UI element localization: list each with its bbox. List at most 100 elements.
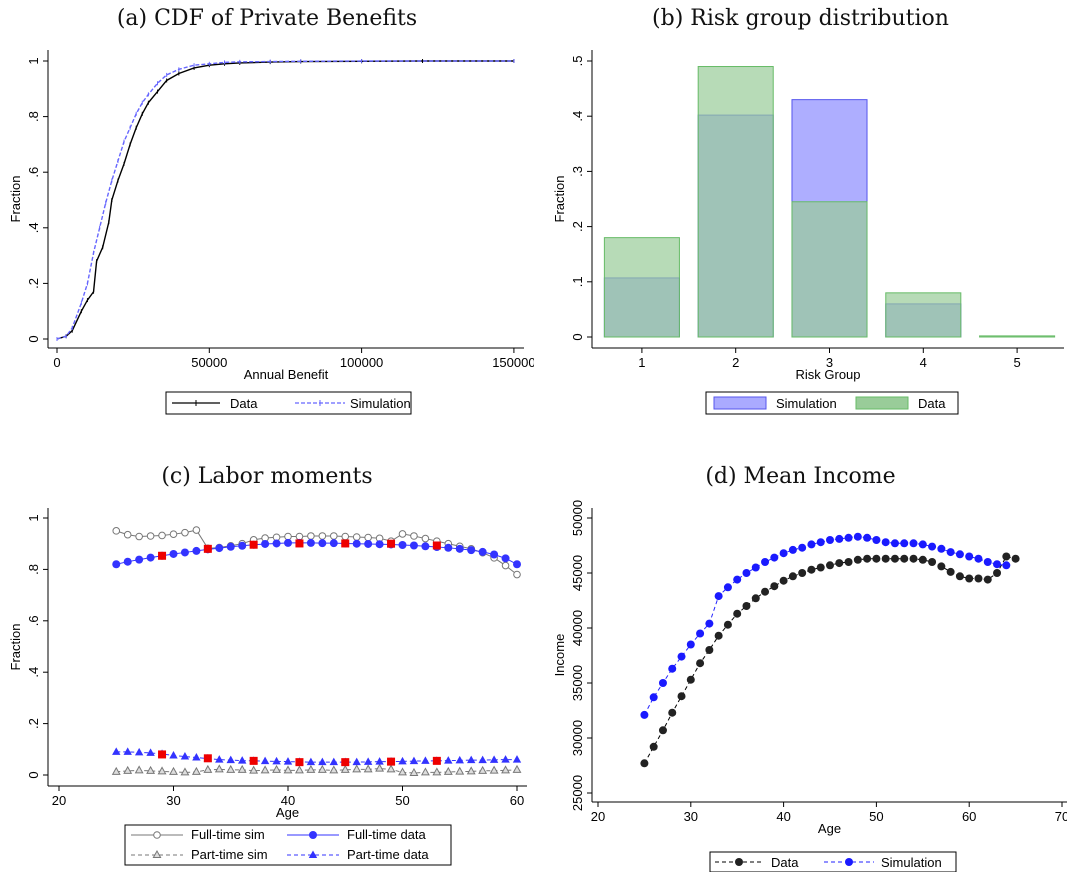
data-point (742, 602, 751, 610)
legend-label: Data (230, 396, 258, 411)
x-tick-label: 70 (1055, 809, 1067, 824)
data-point (111, 766, 121, 775)
data-point (478, 765, 488, 774)
data-point (340, 764, 350, 773)
data-point (714, 631, 723, 640)
data-point (158, 531, 166, 540)
legend-box (124, 824, 452, 866)
data-point (467, 546, 476, 555)
data-point (455, 755, 464, 764)
highlight-marker (203, 544, 212, 553)
data-point (169, 530, 178, 538)
x-tick-label: 30 (684, 809, 698, 824)
x-tick-label: 40 (281, 793, 295, 808)
data-point (409, 541, 418, 550)
data-point (723, 583, 732, 592)
data-point (226, 755, 235, 764)
data-point (192, 753, 201, 761)
data-point (443, 766, 453, 775)
data-point (1011, 554, 1020, 563)
x-tick-label: 0 (53, 355, 60, 370)
data-point (751, 594, 760, 603)
mean-income-chart: 25000 30000 35000 40000 45000 50000 20 30 40 50 60… (552, 500, 1067, 872)
data-point (640, 759, 649, 768)
data-point (513, 570, 521, 579)
data-point (409, 767, 419, 776)
data-point (770, 553, 779, 562)
data-point (307, 532, 315, 540)
data-point (489, 755, 499, 763)
legend-marker (309, 831, 317, 839)
data-point (677, 652, 686, 661)
data-point (180, 548, 189, 557)
y-tick-label: .4 (26, 222, 41, 233)
data-point (835, 534, 844, 543)
data-point (272, 539, 281, 548)
x-tick-label: 1 (638, 355, 645, 370)
axes: 0 .2 .4 .6 .8 1 0 50000 100000 150000 Annual Benef… (8, 50, 534, 382)
series-data (640, 552, 1020, 768)
data-point (123, 557, 132, 566)
data-point (649, 742, 658, 751)
data-point (157, 766, 167, 775)
legend-label: Simulation (350, 396, 411, 411)
data-point (260, 765, 270, 774)
data-point (640, 710, 649, 719)
legend-label: Part-time sim (191, 847, 268, 862)
legend-swatch (713, 396, 767, 410)
data-point (398, 530, 407, 538)
data-point (329, 765, 339, 774)
data-point (283, 757, 293, 765)
data-point (421, 756, 430, 764)
data-point (863, 554, 872, 563)
x-axis-label: Annual Benefit (244, 367, 329, 382)
data-point (686, 675, 695, 684)
data-point (352, 533, 361, 541)
data-point (341, 532, 350, 541)
highlight-marker (387, 539, 396, 548)
data-point (214, 764, 224, 773)
data-point (974, 574, 983, 583)
y-tick-label: 1 (26, 514, 41, 521)
data-point (955, 572, 964, 581)
data-point (191, 766, 201, 775)
data-point (788, 545, 797, 554)
chart-title: (b) Risk group distribution (652, 6, 949, 31)
highlight-marker (249, 756, 258, 765)
y-tick-label: 0 (26, 771, 41, 778)
data-point (705, 619, 714, 628)
data-point (135, 555, 144, 564)
data-point (226, 764, 236, 773)
x-tick-label: 3 (826, 355, 833, 370)
data-point (283, 765, 293, 774)
highlight-marker (432, 541, 441, 550)
data-point (993, 569, 1002, 577)
data-point (714, 592, 723, 601)
data-point (306, 757, 316, 766)
data-point (123, 765, 133, 774)
data-point (226, 542, 235, 551)
legend-label: Part-time data (347, 847, 429, 862)
data-point (668, 708, 677, 717)
y-axis-label: Fraction (552, 176, 567, 223)
data-point (386, 764, 396, 773)
data-point (918, 540, 927, 549)
series-line (643, 536, 1007, 716)
series-part-time-sim (111, 763, 522, 776)
y-tick-label: 35000 (570, 665, 585, 701)
y-tick-label: 25000 (570, 775, 585, 811)
data-bar (885, 292, 962, 338)
data-point (352, 757, 361, 766)
data-point (169, 750, 178, 759)
data-point (272, 764, 281, 773)
panel-a: (a) CDF of Private Benefits 0 .2 .4 .6 .8 1 0 5… (0, 0, 534, 436)
data-point (501, 765, 510, 774)
data-point (881, 554, 890, 563)
series-simulation (56, 59, 515, 341)
data-point (501, 554, 510, 563)
cdf-line (56, 60, 514, 340)
y-tick-label: .4 (26, 667, 41, 678)
data-point (501, 755, 510, 763)
legend: Full-time sim Full-time data Part-time sim… (124, 824, 452, 866)
data-point (398, 540, 407, 549)
